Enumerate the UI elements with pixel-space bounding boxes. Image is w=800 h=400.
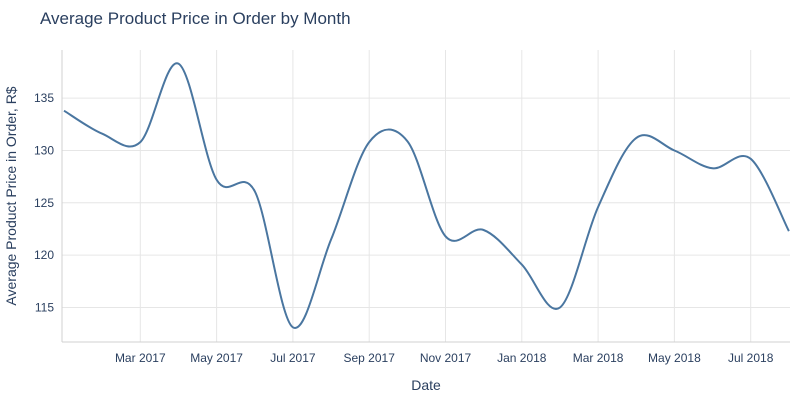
y-tick-label: 135 (34, 91, 54, 105)
x-tick-label: Jul 2018 (728, 351, 774, 365)
y-axis-title: Average Product Price in Order, R$ (3, 86, 19, 305)
x-tick-label: May 2018 (648, 351, 701, 365)
series-line (63, 62, 790, 329)
grid (62, 50, 790, 342)
x-tick-label: Jan 2018 (497, 351, 547, 365)
x-tick-label: May 2017 (190, 351, 243, 365)
y-tick-label: 130 (34, 143, 54, 157)
y-tick-label: 120 (34, 248, 54, 262)
y-tick-label: 115 (35, 300, 54, 314)
x-tick-label: Sep 2017 (344, 351, 396, 365)
x-tick-label: Nov 2017 (420, 351, 472, 365)
x-tick-label: Mar 2018 (573, 351, 624, 365)
x-tick-label: Jul 2017 (270, 351, 316, 365)
y-tick-label: 125 (34, 196, 54, 210)
x-axis-title: Date (411, 377, 441, 393)
chart-title: Average Product Price in Order by Month (40, 9, 351, 28)
x-tick-labels: Mar 2017 May 2017 Jul 2017 Sep 2017 Nov 2017… (115, 351, 774, 365)
x-tick-label: Mar 2017 (115, 351, 166, 365)
y-tick-labels: 115 120 125 130 135 (34, 91, 54, 314)
